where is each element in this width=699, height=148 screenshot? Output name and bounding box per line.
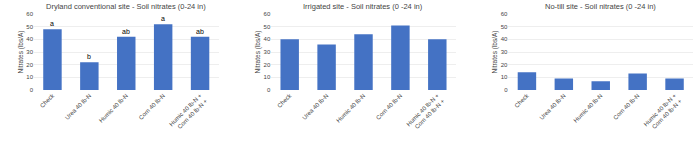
svg-text:50: 50 — [501, 24, 508, 30]
svg-text:Corn 40 lb-N: Corn 40 lb-N — [138, 93, 166, 121]
svg-text:Nitrates (lbs/A): Nitrates (lbs/A) — [491, 31, 499, 74]
svg-text:ab: ab — [122, 28, 130, 35]
svg-text:Humic 40 lb-N: Humic 40 lb-N — [335, 93, 366, 124]
svg-text:Nitrates (lbs/A): Nitrates (lbs/A) — [254, 31, 262, 74]
svg-text:20: 20 — [26, 62, 33, 68]
svg-text:Urea 40 lb-N: Urea 40 lb-N — [301, 93, 329, 121]
svg-text:50: 50 — [264, 24, 271, 30]
svg-text:10: 10 — [501, 74, 508, 80]
svg-text:Urea 40 lb-N: Urea 40 lb-N — [538, 93, 566, 121]
svg-text:No-till site - Soil nitrates (: No-till site - Soil nitrates (0 -24 in) — [545, 2, 656, 11]
svg-text:10: 10 — [264, 74, 271, 80]
svg-text:Humic 40 lb-N +Corn 40 lb-N +: Humic 40 lb-N +Corn 40 lb-N + — [643, 92, 684, 133]
svg-text:30: 30 — [501, 49, 508, 55]
svg-text:40: 40 — [501, 36, 508, 42]
svg-text:40: 40 — [264, 36, 271, 42]
svg-text:60: 60 — [26, 11, 33, 17]
svg-text:b: b — [87, 53, 91, 60]
svg-text:30: 30 — [264, 49, 271, 55]
svg-text:Humic 40 lb-N +Corn 40 lb-N +: Humic 40 lb-N +Corn 40 lb-N + — [405, 92, 446, 133]
svg-text:Irrigated site - Soil nitrates: Irrigated site - Soil nitrates (0 -24 in… — [303, 2, 423, 11]
svg-text:a: a — [161, 15, 165, 22]
svg-text:0: 0 — [30, 87, 34, 93]
svg-text:60: 60 — [264, 11, 271, 17]
svg-text:0: 0 — [504, 87, 508, 93]
svg-text:Corn 40 lb-N: Corn 40 lb-N — [612, 93, 640, 121]
svg-text:20: 20 — [264, 62, 271, 68]
svg-text:Urea 40 lb-N: Urea 40 lb-N — [64, 93, 92, 121]
svg-text:ab: ab — [196, 28, 204, 35]
svg-text:Dryland conventional site - So: Dryland conventional site - Soil nitrate… — [46, 2, 206, 11]
svg-text:20: 20 — [501, 62, 508, 68]
svg-text:a: a — [50, 20, 54, 27]
svg-text:0: 0 — [267, 87, 271, 93]
svg-text:60: 60 — [501, 11, 508, 17]
svg-text:10: 10 — [26, 74, 33, 80]
svg-text:Humic 40 lb-N: Humic 40 lb-N — [98, 93, 129, 124]
svg-text:Check: Check — [276, 92, 293, 109]
svg-text:Humic 40 lb-N +Corn 40 lb-N +: Humic 40 lb-N +Corn 40 lb-N + — [168, 92, 209, 133]
svg-text:Humic 40 lb-N: Humic 40 lb-N — [572, 93, 603, 124]
svg-text:50: 50 — [26, 24, 33, 30]
svg-text:Check: Check — [39, 92, 56, 109]
svg-text:30: 30 — [26, 49, 33, 55]
svg-text:Nitrates (lbs/A): Nitrates (lbs/A) — [17, 31, 25, 74]
svg-text:Corn 40 lb-N: Corn 40 lb-N — [375, 93, 403, 121]
svg-text:Check: Check — [513, 92, 530, 109]
svg-text:40: 40 — [26, 36, 33, 42]
